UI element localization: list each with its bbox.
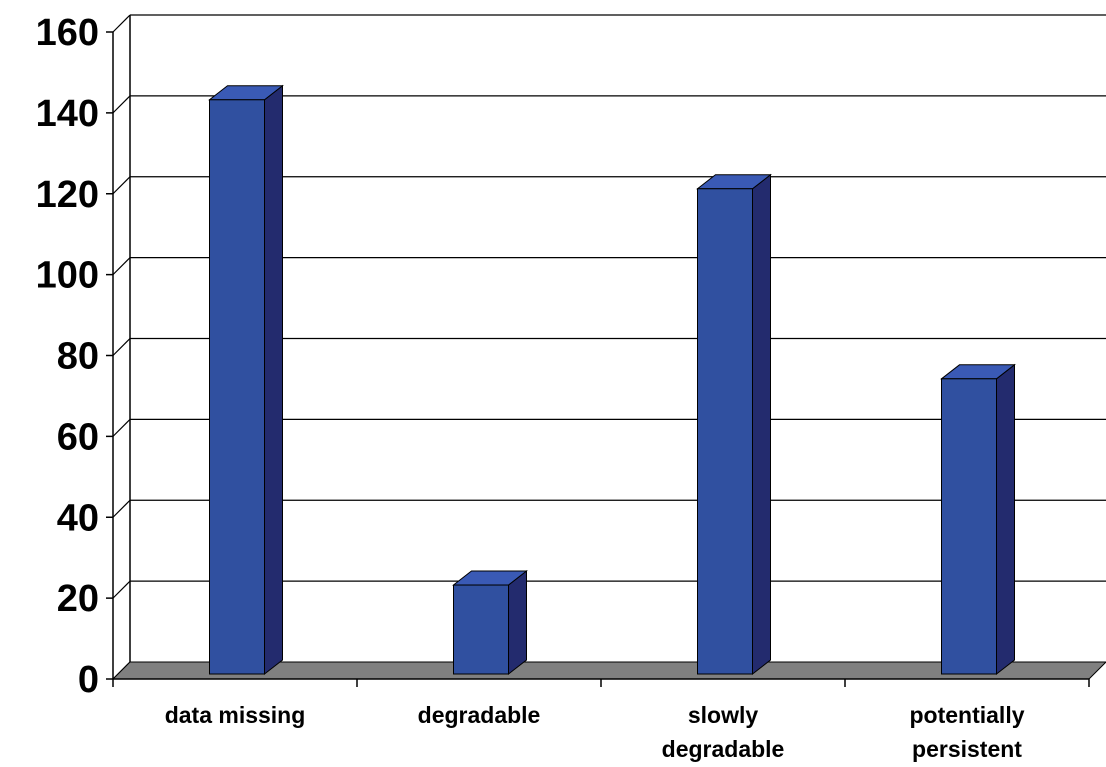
- bar: [696, 173, 772, 676]
- side-wall-gridline: [112, 499, 131, 518]
- y-tick-label: 100: [36, 255, 99, 297]
- y-tick-label: 120: [36, 174, 99, 216]
- x-tick-label: potentially persistent: [909, 702, 1024, 762]
- chart-walls: [111, 15, 1106, 680]
- bar-front: [209, 99, 265, 675]
- bars: [208, 84, 1016, 676]
- y-tick-label: 160: [36, 12, 99, 54]
- x-tick-label: degradable: [418, 702, 541, 728]
- bar: [208, 84, 284, 676]
- x-tick-label: slowly degradable: [662, 702, 785, 762]
- side-wall-gridline: [112, 418, 131, 437]
- x-tick-label: data missing: [165, 702, 306, 728]
- y-tick-label: 20: [57, 578, 99, 620]
- bar-side: [508, 570, 527, 676]
- bar-side: [752, 173, 771, 676]
- side-wall-gridline: [112, 580, 131, 599]
- bar: [940, 363, 1016, 676]
- side-wall-gridline: [112, 95, 131, 114]
- y-tick-label: 80: [57, 336, 99, 378]
- y-tick-label: 40: [57, 497, 99, 539]
- y-tick-label: 140: [36, 93, 99, 135]
- x-axis-tick-labels: data missing degradable slowly degradable po…: [165, 702, 1025, 762]
- bar-side: [264, 84, 283, 676]
- bar: [452, 570, 528, 676]
- side-wall-gridline: [112, 257, 131, 276]
- side-wall-gridline: [112, 14, 131, 33]
- axes: [106, 31, 1090, 687]
- side-wall-gridline: [112, 338, 131, 356]
- y-tick-label: 0: [78, 659, 99, 701]
- bar-front: [453, 584, 509, 675]
- bar-side: [996, 363, 1015, 676]
- gridlines: [112, 14, 1106, 680]
- side-wall-gridline: [112, 176, 131, 195]
- y-axis-tick-labels: 0 20 40 60 80 100 120 140 160: [36, 12, 99, 701]
- y-tick-label: 60: [57, 416, 99, 458]
- bar-front: [941, 378, 997, 675]
- bar-front: [697, 188, 753, 675]
